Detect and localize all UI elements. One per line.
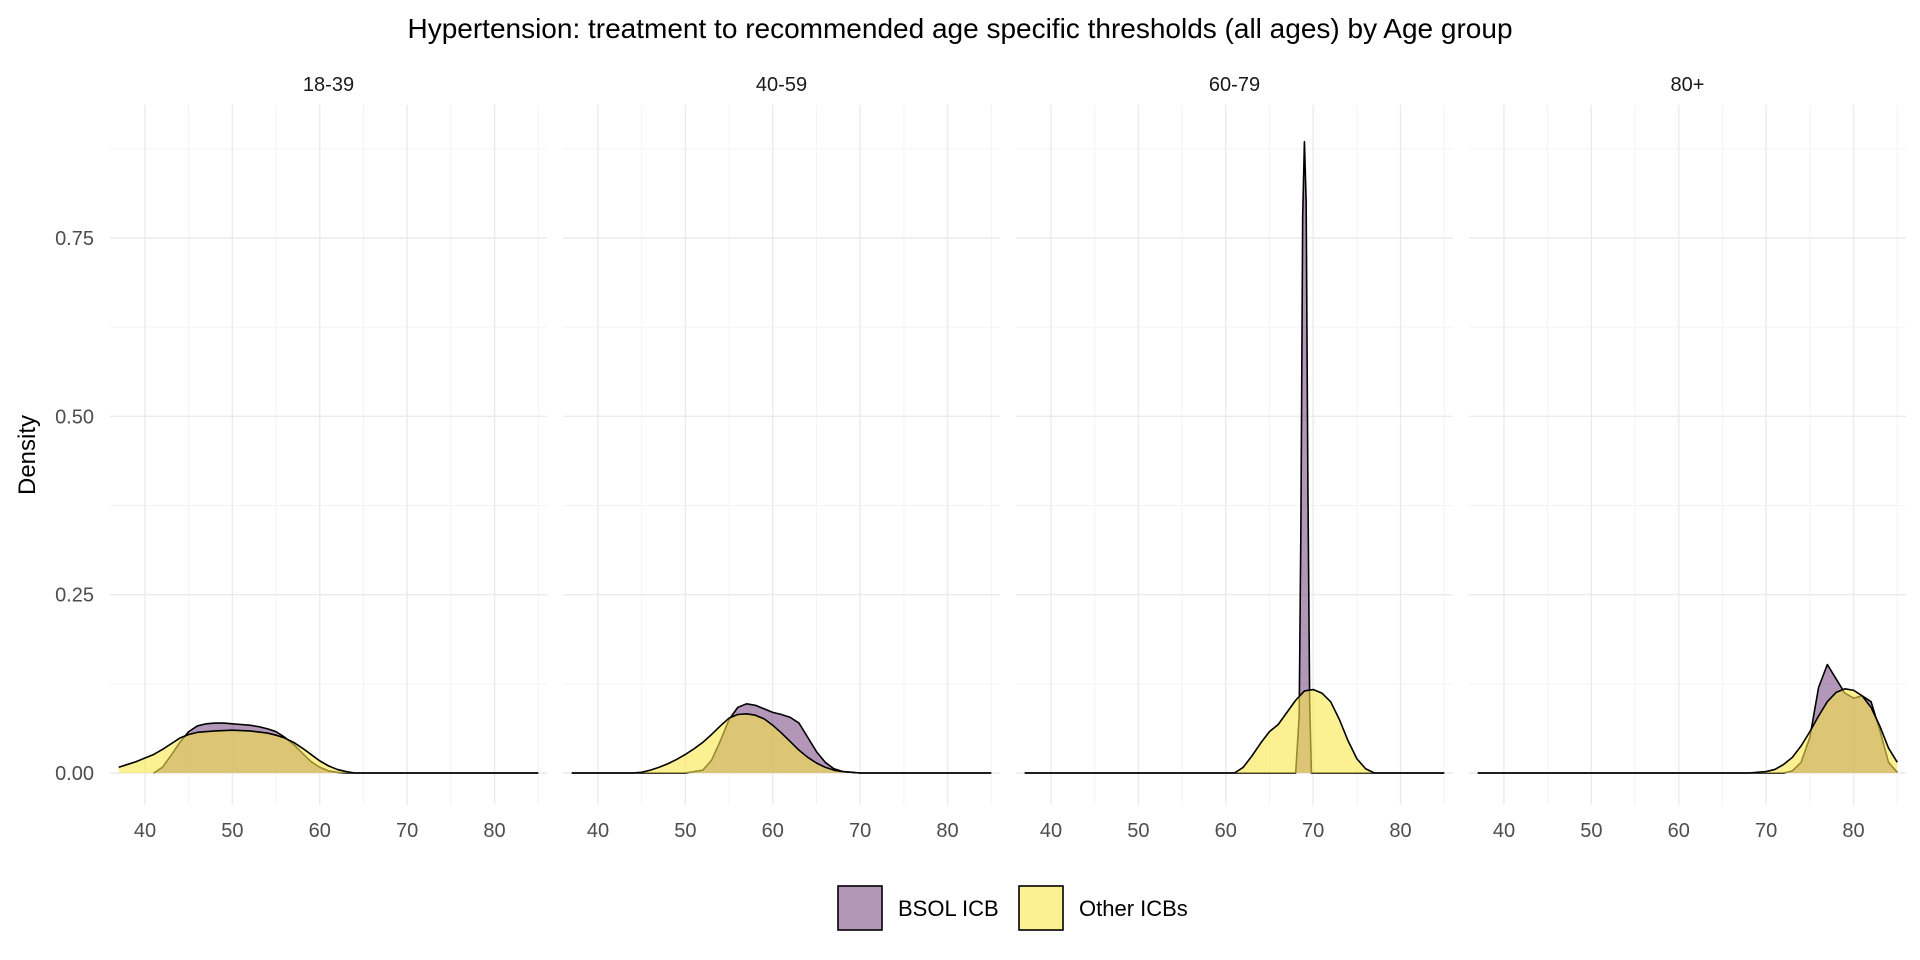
x-tick-label: 80 xyxy=(483,820,505,842)
density-outline xyxy=(571,712,992,774)
density-area xyxy=(1477,688,1898,773)
x-tick-label: 70 xyxy=(396,820,418,842)
legend-label: BSOL ICB xyxy=(898,896,999,921)
density-outline xyxy=(1477,688,1898,774)
y-axis-title: Density xyxy=(14,415,41,495)
x-tick-label: 40 xyxy=(587,820,609,842)
legend: BSOL ICB Other ICBs xyxy=(837,885,1188,931)
density-outline xyxy=(118,729,539,774)
density-area xyxy=(1024,141,1445,773)
legend-item: BSOL ICB xyxy=(837,885,999,931)
y-tick-label: 0.75 xyxy=(55,228,94,250)
facet-label: 40-59 xyxy=(756,74,807,96)
density-outline xyxy=(1024,688,1445,774)
density-outline xyxy=(1024,140,1445,774)
x-tick-label: 70 xyxy=(1302,820,1324,842)
x-tick-label: 60 xyxy=(1215,820,1237,842)
y-tick-label: 0.50 xyxy=(55,406,94,428)
facet-label: 60-79 xyxy=(1209,74,1260,96)
density-area xyxy=(1024,689,1445,773)
legend-swatch xyxy=(837,885,883,931)
facet-panel: 80+ 40 50 60 70 80 xyxy=(1469,74,1906,842)
x-tick-label: 60 xyxy=(309,820,331,842)
legend-swatch xyxy=(1018,885,1064,931)
x-tick-label: 50 xyxy=(1127,820,1149,842)
x-tick-label: 70 xyxy=(849,820,871,842)
x-tick-label: 50 xyxy=(1580,820,1602,842)
facets: 18-39 40 50 60 70 80 0.00 0.25 0.50 0.75 40-59 40 50… xyxy=(55,74,1906,842)
x-tick-label: 80 xyxy=(1389,820,1411,842)
y-tick-label: 0.25 xyxy=(55,585,94,607)
legend-item: Other ICBs xyxy=(1018,885,1188,931)
legend-label: Other ICBs xyxy=(1079,896,1188,921)
x-tick-label: 60 xyxy=(762,820,784,842)
y-tick-label: 0.00 xyxy=(55,763,94,785)
x-tick-label: 50 xyxy=(221,820,243,842)
facet-label: 80+ xyxy=(1671,74,1705,96)
facet-panel: 18-39 40 50 60 70 80 0.00 0.25 0.50 0.75 xyxy=(55,74,547,842)
x-tick-label: 40 xyxy=(1040,820,1062,842)
density-area xyxy=(571,713,992,773)
facet-panel: 60-79 40 50 60 70 80 xyxy=(1016,74,1453,842)
chart-title: Hypertension: treatment to recommended a… xyxy=(407,13,1512,44)
x-tick-label: 40 xyxy=(134,820,156,842)
facet-label: 18-39 xyxy=(303,74,354,96)
x-tick-label: 70 xyxy=(1755,820,1777,842)
x-tick-label: 80 xyxy=(1842,820,1864,842)
x-tick-label: 40 xyxy=(1493,820,1515,842)
x-tick-label: 50 xyxy=(674,820,696,842)
density-area xyxy=(118,730,539,773)
facet-panel: 40-59 40 50 60 70 80 xyxy=(563,74,1000,842)
x-tick-label: 80 xyxy=(936,820,958,842)
x-tick-label: 60 xyxy=(1668,820,1690,842)
